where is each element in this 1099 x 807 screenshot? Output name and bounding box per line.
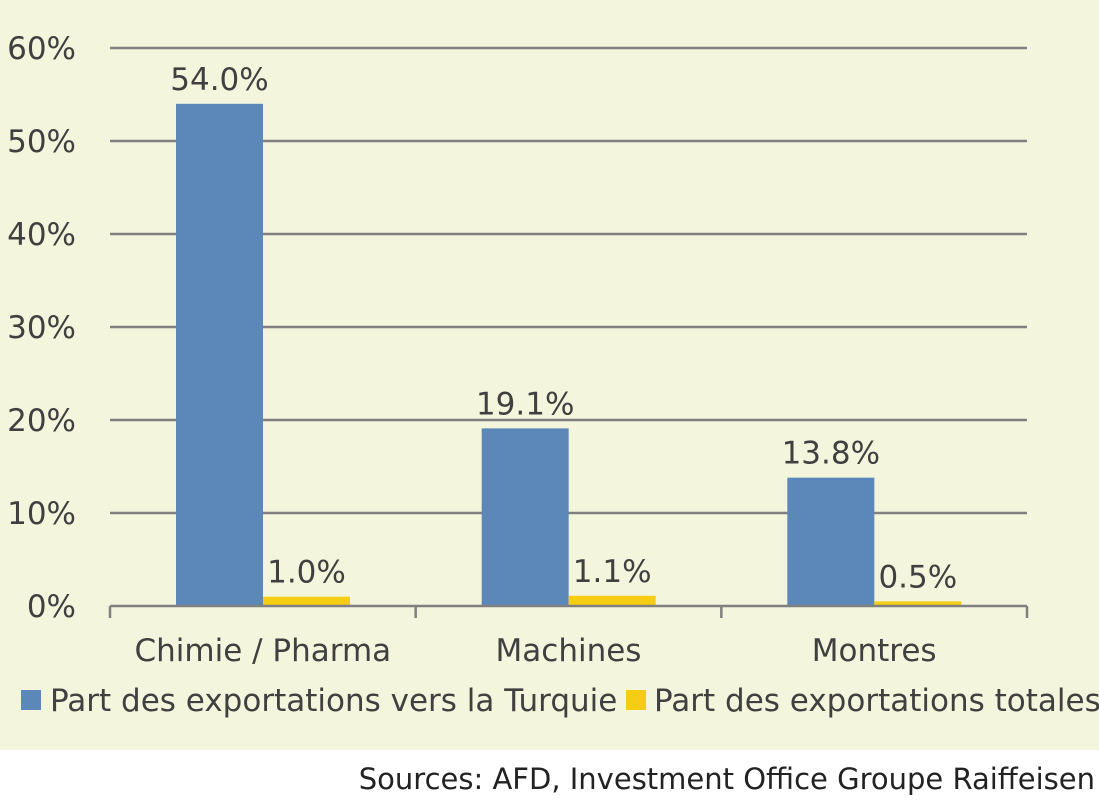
bar [481, 428, 569, 606]
data-label: 0.5% [878, 559, 957, 595]
bar [263, 596, 350, 606]
bars [176, 103, 962, 607]
x-tick-label: Machines [496, 633, 642, 669]
bar [874, 601, 962, 606]
y-tick-label: 10% [7, 496, 76, 532]
data-labels: 54.0% 1.0% 19.1% 1.1% 13.8% 0.5% [170, 62, 957, 596]
source-note: Sources: AFD, Investment Office Groupe R… [358, 762, 1095, 796]
y-tick-label: 40% [7, 217, 76, 253]
bar [787, 477, 875, 606]
chart-area: 0% 10% 20% 30% 40% 50% 60% 54.0% 1.0% 19.1% 1.1% 1… [0, 0, 1099, 750]
x-tick-label: Chimie / Pharma [134, 633, 391, 669]
y-tick-label: 0% [27, 589, 76, 625]
x-tick-label: Montres [812, 633, 937, 669]
data-label: 1.1% [573, 554, 652, 590]
bar [568, 595, 656, 606]
bar [176, 103, 263, 607]
data-label: 1.0% [267, 555, 346, 591]
legend-swatch [21, 690, 41, 710]
legend-swatch [626, 690, 646, 710]
y-tick-label: 30% [7, 310, 76, 346]
y-tick-label: 50% [7, 124, 76, 160]
y-axis-ticks: 0% 10% 20% 30% 40% 50% 60% [7, 31, 76, 625]
legend-label: Part des exportations vers la Turquie [50, 683, 617, 719]
data-label: 13.8% [782, 436, 880, 472]
data-label: 19.1% [476, 386, 574, 422]
data-label: 54.0% [170, 62, 268, 98]
legend-label: Part des exportations totales [654, 683, 1099, 719]
x-axis: Chimie / Pharma Machines Montres [108, 604, 1029, 669]
y-tick-label: 20% [7, 403, 76, 439]
legend: Part des exportations vers la Turquie Par… [21, 683, 1099, 719]
y-tick-label: 60% [7, 31, 76, 67]
bar-chart: 0% 10% 20% 30% 40% 50% 60% 54.0% 1.0% 19.1% 1.1% 1… [7, 31, 1099, 719]
